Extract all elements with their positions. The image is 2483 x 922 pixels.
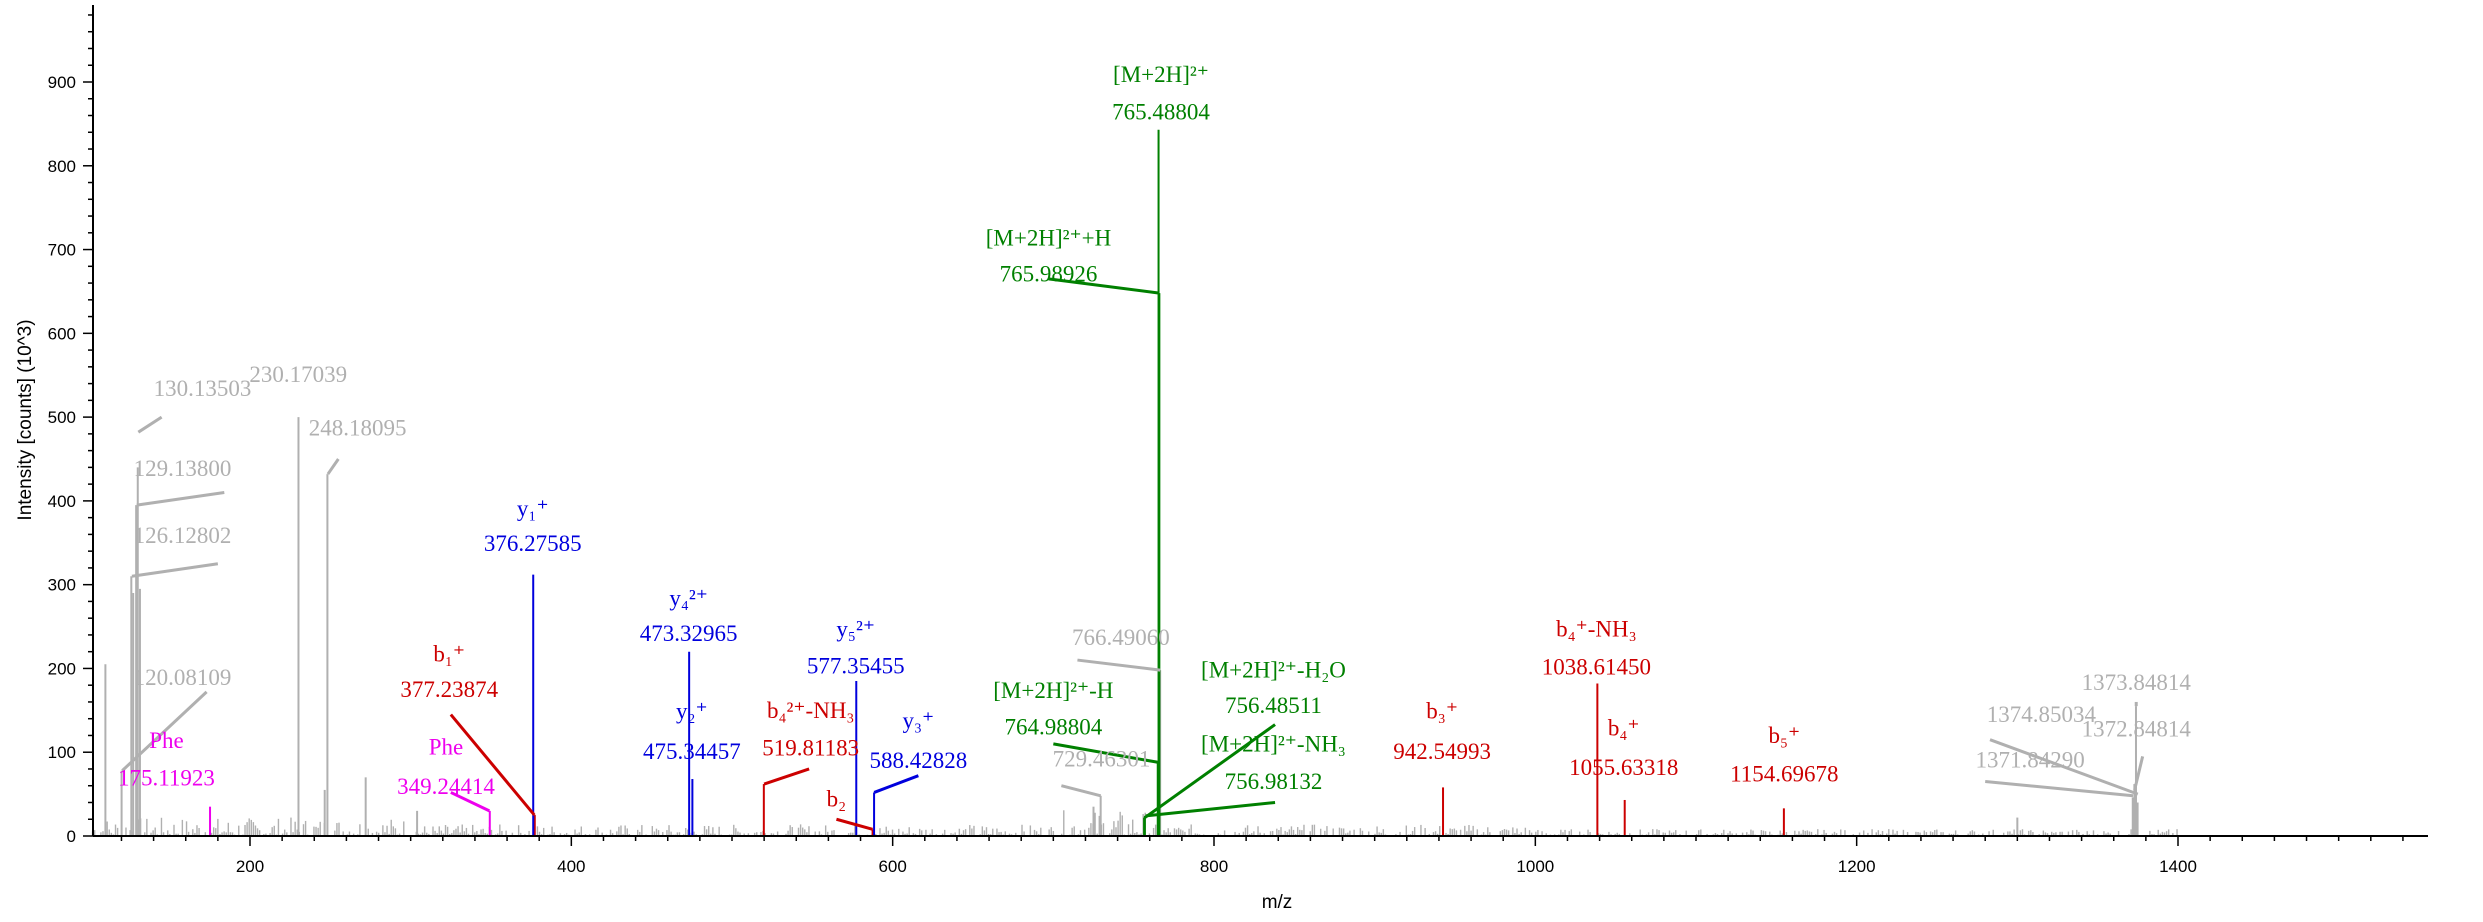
annotation-mz-label: 764.98804 <box>1004 715 1102 740</box>
x-ticks: 200 400 600 800 1000 1200 1400 <box>120 836 2404 876</box>
annotation-mz-label: 377.23874 <box>400 677 498 702</box>
annotation-mz-label: 765.98926 <box>1000 261 1098 286</box>
annotation-mz-label: 519.81183 <box>762 736 859 761</box>
annotation-mz-label: 588.42828 <box>869 748 967 773</box>
annotation-ion-label: b₃⁺ <box>1426 699 1458 724</box>
annotation-mz-label: 729.46301 <box>1053 746 1151 771</box>
annotation-connector <box>836 817 873 831</box>
annotation-connector <box>450 791 491 813</box>
annotation-connector <box>1144 723 1276 819</box>
annotation-ion-label: b₄⁺ <box>1608 715 1640 740</box>
y-tick-label: 700 <box>48 241 76 260</box>
y-tick-label: 400 <box>48 492 76 511</box>
annotation-mz-label: 230.17039 <box>249 362 347 387</box>
annotation-mz-label: 130.13503 <box>154 376 252 401</box>
annotation-mz-label: 766.49060 <box>1072 625 1170 650</box>
annotation-connector <box>1048 277 1160 295</box>
annotation-mz-label: 126.12802 <box>134 523 232 548</box>
annotation-ion-label: y₅²⁺ <box>836 617 875 642</box>
annotation-mz-label: 1055.63318 <box>1569 755 1678 780</box>
y-axis-title: Intensity [counts] (10^3) <box>15 319 36 520</box>
annotation-connector <box>1985 780 2134 798</box>
annotation-mz-label: 129.13800 <box>134 456 232 481</box>
annotation-connector <box>131 562 219 578</box>
annotation-connector <box>137 415 163 434</box>
annotation-mz-label: 756.48511 <box>1225 693 1322 718</box>
annotation-ion-label: Phe <box>429 735 464 760</box>
annotation-connectors <box>121 277 2145 831</box>
annotation-mz-label: 756.98132 <box>1225 769 1323 794</box>
peak-group <box>104 129 2139 836</box>
y-ticks: 0 100 200 300 400 500 600 700 800 900 <box>48 14 93 846</box>
annotation-connector <box>1077 658 1161 672</box>
annotation-ion-label: [M+2H]²⁺ <box>1113 62 1209 87</box>
x-tick-label: 200 <box>236 857 264 876</box>
annotation-connector <box>1145 800 1276 818</box>
y-tick-label: 800 <box>48 157 76 176</box>
y-tick-label: 500 <box>48 408 76 427</box>
annotation-mz-label: 765.48804 <box>1112 100 1210 125</box>
annotation-ion-label: y₄²⁺ <box>669 586 708 611</box>
annotation-ion-label: b₄⁺-NH₃ <box>1556 617 1637 642</box>
annotation-ion-label: [M+2H]²⁺-H₂O <box>1201 658 1346 683</box>
annotation-mz-label: 1154.69678 <box>1730 762 1838 787</box>
annotation-connector <box>1989 738 2139 796</box>
annotation-connector <box>136 491 225 507</box>
y-tick-label: 900 <box>48 73 76 92</box>
annotation-connector <box>873 774 919 794</box>
x-tick-label: 1200 <box>1838 857 1876 876</box>
annotation-mz-label: 1373.84814 <box>2082 670 2192 695</box>
annotation-connector <box>1053 742 1159 764</box>
y-tick-label: 600 <box>48 324 76 343</box>
x-tick-label: 400 <box>557 857 585 876</box>
y-tick-label: 100 <box>48 743 76 762</box>
annotation-connector <box>1060 784 1102 798</box>
annotation-mz-label: 1371.84290 <box>1976 747 2085 772</box>
annotation-ion-label: b₁⁺ <box>433 642 465 667</box>
annotation-mz-label: 1372.84814 <box>2082 716 2192 741</box>
annotation-mz-label: b₂ <box>827 787 847 812</box>
annotation-connector <box>121 690 208 772</box>
annotation-mz-label: 248.18095 <box>309 416 407 441</box>
annotation-mz-label: 475.34457 <box>643 739 741 764</box>
annotation-ion-label: b₄²⁺-NH₃ <box>767 698 854 723</box>
annotation-ion-label: [M+2H]²⁺-NH₃ <box>1201 731 1346 756</box>
y-tick-label: 300 <box>48 576 76 595</box>
annotation-ion-label: b₅⁺ <box>1769 723 1801 748</box>
annotation-mz-label: 376.27585 <box>484 531 582 556</box>
y-tick-label: 0 <box>67 827 76 846</box>
annotation-ion-label: [M+2H]²⁺+H <box>986 225 1111 250</box>
annotation-mz-label: 942.54993 <box>1393 739 1491 764</box>
noise-peaks <box>91 810 2178 836</box>
annotation-ion-label: [M+2H]²⁺-H <box>993 678 1113 703</box>
annotation-mz-label: 1374.85034 <box>1987 702 2097 727</box>
annotation-mz-label: 120.08109 <box>134 665 232 690</box>
x-tick-label: 600 <box>878 857 906 876</box>
annotation-mz-label: 1038.61450 <box>1542 654 1651 679</box>
annotation-mz-label: 349.24414 <box>397 774 495 799</box>
annotation-ion-label: y₁⁺ <box>517 496 549 521</box>
annotation-connector <box>763 767 810 786</box>
annotation-ion-label: y₂⁺ <box>676 699 708 724</box>
x-tick-label: 800 <box>1200 857 1228 876</box>
annotation-mz-label: 473.32965 <box>640 621 738 646</box>
annotation-mz-label: 175.11923 <box>118 766 215 791</box>
x-tick-label: 1400 <box>2159 857 2197 876</box>
x-tick-label: 1000 <box>1516 857 1554 876</box>
annotation-ion-label: Phe <box>149 728 184 753</box>
annotation-mz-label: 577.35455 <box>807 653 905 678</box>
annotation-connector <box>326 458 340 475</box>
annotation-connector <box>2133 756 2145 791</box>
annotation-ion-label: y₃⁺ <box>903 708 935 733</box>
x-axis-title: m/z <box>1262 892 1293 913</box>
y-tick-label: 200 <box>48 659 76 678</box>
annotation-connector <box>449 713 536 817</box>
